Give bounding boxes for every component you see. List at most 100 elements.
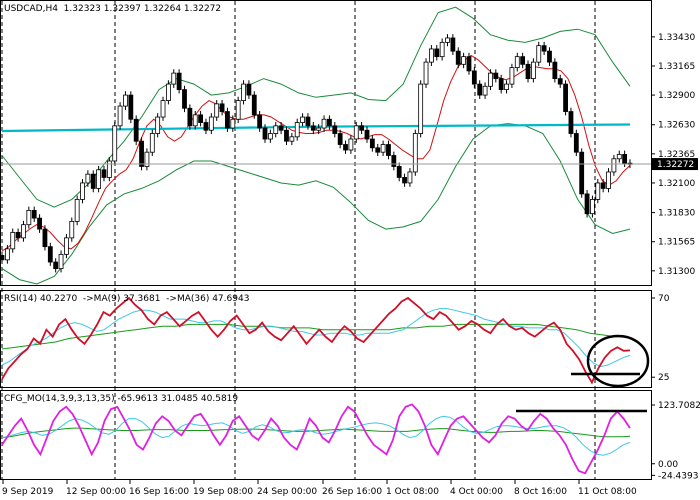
- rsi-line: [1, 296, 631, 385]
- candle-body: [369, 138, 375, 149]
- candle-body: [482, 85, 488, 96]
- candle-body: [595, 182, 601, 200]
- candle-body: [47, 246, 53, 263]
- candle-body: [616, 153, 622, 160]
- candle-body: [4, 248, 10, 261]
- candle-body: [488, 72, 493, 87]
- candle-body: [58, 253, 64, 270]
- candle-body: [117, 105, 123, 127]
- price-tick-label: 1.32100: [658, 179, 695, 189]
- rsi-ma-slow-line: [1, 323, 631, 350]
- candle-body: [149, 133, 155, 153]
- candle-body: [423, 61, 429, 85]
- candle-body: [455, 50, 461, 65]
- rsi-circle-annotation: [586, 334, 650, 388]
- candle-body: [128, 94, 134, 120]
- price-tick-label: 1.32365: [658, 150, 695, 160]
- candle-body: [182, 89, 187, 109]
- rsi-tick-label: 25: [658, 373, 669, 383]
- candle-body: [386, 144, 391, 156]
- candle-body: [332, 125, 338, 134]
- x-tick-label: 16 Sep 16:00: [129, 487, 189, 497]
- candle-body: [557, 78, 563, 85]
- candle-body: [15, 231, 21, 239]
- candle-body: [171, 72, 177, 85]
- candle-body: [155, 116, 161, 134]
- rsi-panel-header: RSI(14) 40.2270 ->MA(9) 37.3681 ->MA(36)…: [4, 294, 250, 304]
- candle-body: [53, 261, 59, 270]
- candle-body: [219, 103, 225, 112]
- candle-body: [0, 255, 5, 261]
- cfg-line: [1, 403, 631, 475]
- price-panel-frame: [0, 0, 652, 286]
- x-tick-label: 9 Sep 2019: [2, 487, 54, 497]
- candle-body: [445, 37, 450, 43]
- candle-body: [461, 56, 467, 65]
- x-tick-label: 1 Oct 08:00: [386, 487, 439, 497]
- candle-body: [407, 171, 413, 184]
- candle-body: [525, 63, 531, 80]
- x-tick-label: 19 Sep 08:00: [193, 487, 253, 497]
- candle-body: [106, 160, 112, 178]
- candle-body: [74, 199, 80, 222]
- candle-body: [412, 133, 418, 173]
- candle-body: [187, 107, 193, 127]
- price-tick-label: 1.33430: [658, 33, 695, 43]
- candle-body: [160, 100, 166, 118]
- candle-body: [396, 166, 402, 178]
- candle-body: [225, 111, 230, 129]
- candle-body: [198, 114, 203, 123]
- candle-body: [509, 67, 515, 85]
- candle-body: [294, 122, 300, 138]
- current-price-tag: [652, 158, 698, 171]
- candle-body: [391, 155, 397, 167]
- candle-body: [321, 118, 327, 129]
- candle-body: [611, 158, 617, 173]
- candle-body: [241, 83, 246, 101]
- candle-body: [606, 171, 611, 189]
- candle-body: [541, 45, 547, 52]
- candle-body: [26, 210, 32, 226]
- candle-body: [429, 48, 434, 63]
- candle-body: [230, 118, 236, 129]
- candle-body: [600, 182, 606, 189]
- candle-body: [590, 199, 595, 215]
- candle-body: [418, 83, 424, 134]
- candle-body: [471, 70, 477, 85]
- candle-body: [144, 151, 150, 167]
- candle-body: [364, 129, 370, 140]
- cfg-tick-label: -24.4393: [658, 471, 698, 481]
- candle-body: [584, 193, 590, 215]
- x-tick-label: 26 Sep 16:00: [322, 487, 382, 497]
- candle-body: [133, 118, 139, 142]
- axis-layer: 9 Sep 2019 12 Sep 00:00 16 Sep 16:00 19 Sep…: [2, 33, 700, 497]
- candle-body: [498, 78, 504, 90]
- candle-body: [139, 140, 144, 167]
- candle-body: [520, 56, 526, 65]
- x-tick-label: 4 Oct 00:00: [450, 487, 503, 497]
- candle-body: [165, 83, 171, 101]
- price-tick-label: 1.32630: [658, 121, 695, 131]
- candle-body: [112, 125, 118, 162]
- candle-body: [568, 111, 574, 134]
- candle-body: [246, 83, 252, 96]
- candle-body: [359, 125, 365, 131]
- rsi-panel-frame: [0, 290, 652, 388]
- candle-body: [21, 224, 26, 239]
- candle-body: [37, 217, 42, 230]
- candle-body: [439, 41, 445, 58]
- candle-body: [348, 138, 354, 151]
- candle-body: [267, 133, 273, 140]
- price-tick-label: 1.31300: [658, 267, 695, 277]
- candle-body: [64, 237, 69, 255]
- candle-body: [300, 116, 305, 123]
- candle-body: [235, 100, 241, 120]
- candle-body: [123, 94, 128, 107]
- current-price-label: 1.32272: [657, 160, 694, 170]
- candle-body: [85, 173, 91, 184]
- x-tick-label: 12 Sep 00:00: [66, 487, 126, 497]
- candle-body: [316, 127, 322, 131]
- price-tick-label: 1.31830: [658, 209, 695, 219]
- candle-body: [192, 114, 198, 127]
